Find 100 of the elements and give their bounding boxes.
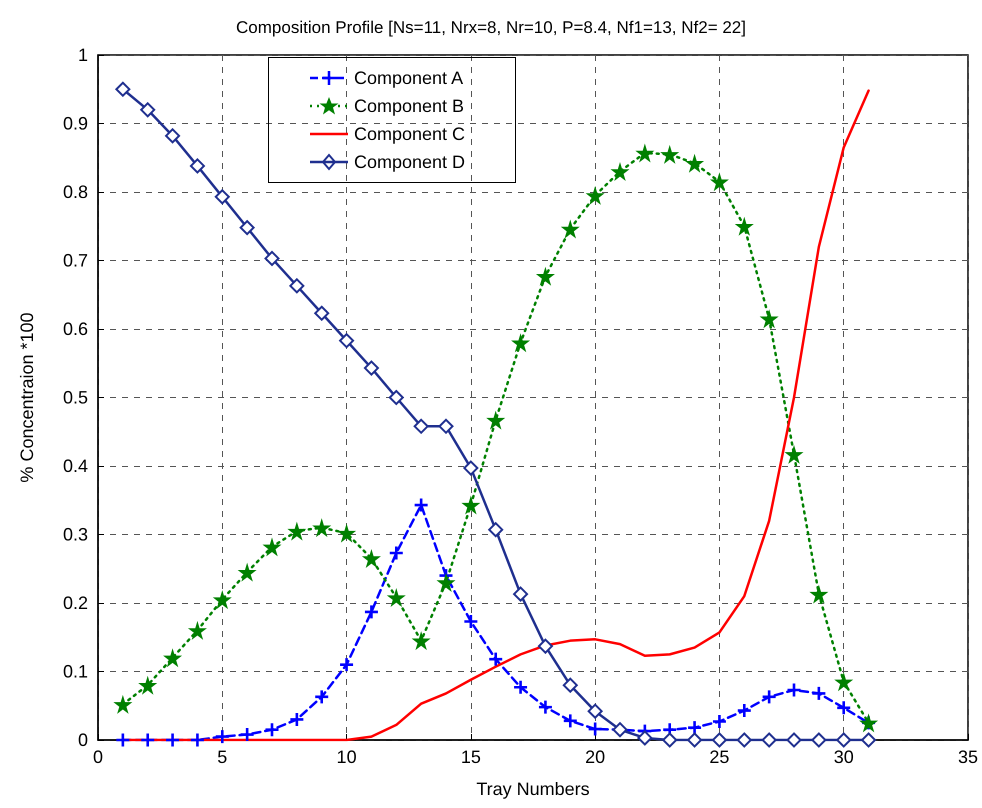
point [738, 704, 751, 718]
point [784, 444, 804, 464]
point [712, 732, 727, 748]
point [560, 219, 580, 238]
point [760, 309, 779, 328]
y-tick-label: 0.3 [62, 524, 88, 544]
point [264, 250, 280, 266]
y-tick-label: 0.5 [62, 388, 88, 408]
point [812, 686, 826, 700]
point [165, 128, 180, 144]
point [861, 732, 876, 748]
point [238, 562, 257, 582]
point [190, 158, 205, 174]
y-axis-title: % Concentraion *100 [17, 312, 37, 483]
y-tick-label: 0.7 [62, 250, 88, 270]
y-tick-label: 0.1 [62, 662, 88, 682]
point [610, 162, 630, 181]
point [688, 721, 702, 734]
point [762, 732, 777, 748]
point [436, 572, 456, 592]
point [240, 728, 254, 742]
point [115, 82, 130, 97]
point [290, 712, 304, 726]
point [662, 732, 678, 748]
x-tick-label: 10 [336, 747, 357, 767]
point [712, 715, 726, 728]
y-tick-label: 0.8 [62, 182, 88, 202]
y-tick-label: 0 [78, 730, 88, 750]
y-tick-label: 0.4 [62, 456, 88, 476]
point [486, 410, 506, 430]
point [339, 333, 354, 348]
point [340, 658, 354, 672]
x-tick-label: 35 [958, 747, 978, 767]
point [212, 590, 232, 610]
point [216, 730, 229, 744]
point [635, 143, 654, 162]
point [511, 333, 530, 352]
chart-title: Composition Profile [Ns=11, Nrx=8, Nr=10, P=8.4, Nf1=13, Nf2= 22] [236, 18, 746, 37]
point [140, 102, 156, 118]
point [364, 605, 378, 618]
point [538, 638, 553, 654]
point [514, 680, 528, 694]
x-tick-label: 25 [709, 747, 730, 767]
x-tick-label: 30 [834, 747, 854, 767]
legend-label: Component C [354, 124, 466, 144]
x-tick-label: 0 [92, 747, 104, 767]
point [736, 732, 752, 748]
point [588, 704, 603, 719]
x-tick-label: 15 [460, 747, 481, 767]
point [859, 713, 878, 732]
point [240, 220, 255, 236]
point [463, 460, 478, 476]
point [390, 546, 403, 560]
point [412, 631, 431, 650]
point [166, 734, 180, 746]
point [414, 418, 429, 434]
point [438, 418, 454, 434]
point [188, 620, 207, 640]
legend-label: Component A [354, 68, 464, 88]
point [488, 522, 504, 538]
point [414, 498, 428, 512]
point [786, 732, 802, 748]
point [287, 522, 306, 541]
point [762, 690, 776, 704]
legend-label: Component D [354, 152, 466, 172]
point [809, 584, 828, 604]
point [116, 734, 130, 746]
point [315, 690, 328, 704]
point [588, 722, 602, 736]
point [687, 732, 702, 748]
point [562, 678, 578, 693]
point [464, 614, 478, 628]
x-tick-label: 20 [585, 747, 606, 767]
point [113, 694, 132, 714]
point [163, 648, 182, 668]
point [834, 672, 854, 692]
point [214, 189, 230, 204]
point [289, 278, 304, 294]
point [564, 714, 577, 728]
x-axis-title: Tray Numbers [476, 779, 590, 799]
point [266, 723, 278, 736]
point [461, 496, 480, 515]
point [388, 390, 404, 405]
point [710, 172, 729, 192]
point [586, 186, 605, 205]
point [513, 586, 528, 602]
x-tick-label: 5 [217, 747, 228, 767]
point [386, 588, 406, 608]
point [337, 524, 356, 543]
y-tick-label: 1 [78, 45, 88, 65]
y-tick-label: 0.9 [62, 114, 88, 134]
point [837, 701, 850, 714]
point [660, 144, 680, 164]
point [362, 548, 381, 568]
y-tick-label: 0.6 [62, 319, 88, 339]
point [811, 732, 826, 748]
point [364, 360, 379, 376]
point [312, 518, 332, 538]
point [262, 537, 282, 556]
y-tick-label: 0.2 [62, 593, 88, 613]
